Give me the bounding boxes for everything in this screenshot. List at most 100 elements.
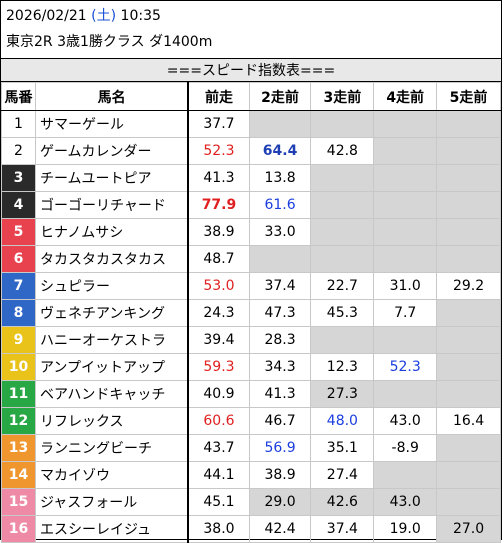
horse-number: 11 (1, 380, 36, 408)
speed-index-cell: 64.4 (248, 137, 312, 165)
horse-name: ハニーオーケストラ (34, 326, 190, 354)
horse-name: ベアハンドキャッチ (34, 380, 190, 408)
speed-index-cell (373, 110, 438, 138)
table-row: 2 ゲームカレンダー 52.3 64.4 42.8 (1, 137, 501, 165)
table-row: 9 ハニーオーケストラ 39.4 28.3 (1, 326, 501, 354)
speed-index-cell: 37.7 (187, 110, 250, 138)
speed-index-cell: 53.0 (187, 272, 250, 300)
speed-index-cell: 43.7 (187, 434, 250, 462)
speed-index-cell: -8.9 (373, 434, 438, 462)
speed-index-cell: 13.8 (248, 164, 312, 192)
speed-index-cell (436, 110, 501, 138)
table-row: 12 リフレックス 60.6 46.7 48.0 43.0 16.4 (1, 407, 501, 435)
speed-index-cell (436, 326, 501, 354)
col-header-2-races-ago: 2走前 (248, 82, 312, 111)
table-row: 4 ゴーゴーリチャード 77.9 61.6 (1, 191, 501, 219)
horse-number: 3 (1, 164, 36, 192)
speed-index-cell: 12.3 (310, 353, 375, 381)
speed-index-cell (373, 461, 438, 489)
day-of-week: (土) (91, 8, 117, 24)
horse-number: 8 (1, 299, 36, 327)
speed-index-cell: 61.6 (248, 191, 312, 219)
speed-index-cell: 43.0 (373, 488, 438, 516)
horse-name: タカスタカスタカス (34, 245, 190, 273)
col-header-4-races-ago: 4走前 (373, 82, 438, 111)
speed-index-cell: 41.3 (187, 164, 250, 192)
race-info: 東京2R 3歳1勝クラス ダ1400m (6, 34, 213, 50)
speed-index-cell: 38.0 (187, 515, 250, 543)
table-row: 5 ヒナノムサシ 38.9 33.0 (1, 218, 501, 246)
speed-index-cell: 27.0 (436, 515, 501, 543)
speed-index-cell (436, 245, 501, 273)
speed-index-cell (373, 326, 438, 354)
table-row: 3 チームユートピア 41.3 13.8 (1, 164, 501, 192)
horse-number: 13 (1, 434, 36, 462)
speed-index-cell (248, 110, 312, 138)
speed-index-cell (373, 191, 438, 219)
speed-index-cell (436, 218, 501, 246)
horse-number: 14 (1, 461, 36, 489)
horse-name: シュピラー (34, 272, 190, 300)
table-row: 1 サマーゲール 37.7 (1, 110, 501, 138)
speed-index-cell (436, 461, 501, 489)
speed-index-cell: 37.4 (248, 272, 312, 300)
speed-index-cell: 43.0 (373, 407, 438, 435)
horse-name: サマーゲール (34, 110, 190, 138)
speed-index-cell: 48.7 (187, 245, 250, 273)
table-row: 11 ベアハンドキャッチ 40.9 41.3 27.3 (1, 380, 501, 408)
speed-index-cell (248, 245, 312, 273)
speed-index-cell: 31.0 (373, 272, 438, 300)
speed-index-cell (310, 245, 375, 273)
speed-index-cell (310, 218, 375, 246)
table-row: 13 ランニングビーチ 43.7 56.9 35.1 -8.9 (1, 434, 501, 462)
horse-name: ヒナノムサシ (34, 218, 190, 246)
horse-number: 16 (1, 515, 36, 543)
speed-index-cell: 29.0 (248, 488, 312, 516)
speed-index-cell: 60.6 (187, 407, 250, 435)
horse-number: 5 (1, 218, 36, 246)
speed-index-cell (436, 380, 501, 408)
table-row: 15 ジャスフォール 45.1 29.0 42.6 43.0 (1, 488, 501, 516)
speed-index-cell (310, 326, 375, 354)
speed-index-cell (373, 380, 438, 408)
horse-number: 1 (1, 110, 36, 138)
horse-name: ゲームカレンダー (34, 137, 190, 165)
speed-index-cell: 41.3 (248, 380, 312, 408)
speed-index-cell: 59.3 (187, 353, 250, 381)
speed-index-cell: 27.4 (310, 461, 375, 489)
race-datetime: 2026/02/21 (土) 10:35 (6, 7, 161, 25)
speed-index-cell: 45.1 (187, 488, 250, 516)
horse-name: ヴェネチアンキング (34, 299, 190, 327)
horse-number: 15 (1, 488, 36, 516)
col-header-horse-name: 馬名 (34, 82, 190, 111)
speed-index-cell: 27.3 (310, 380, 375, 408)
speed-index-cell: 28.3 (248, 326, 312, 354)
speed-index-cell: 24.3 (187, 299, 250, 327)
speed-index-cell: 37.4 (310, 515, 375, 543)
col-header-3-races-ago: 3走前 (310, 82, 375, 111)
speed-index-cell: 52.3 (187, 137, 250, 165)
table-row: 6 タカスタカスタカス 48.7 (1, 245, 501, 273)
race-time: 10:35 (120, 8, 161, 24)
speed-index-cell: 38.9 (248, 461, 312, 489)
speed-index-cell (310, 191, 375, 219)
speed-index-cell: 33.0 (248, 218, 312, 246)
horse-name: アンプイットアップ (34, 353, 190, 381)
race-date: 2026/02/21 (6, 8, 87, 24)
speed-index-cell: 42.8 (310, 137, 375, 165)
speed-index-cell: 29.2 (436, 272, 501, 300)
speed-index-cell: 34.3 (248, 353, 312, 381)
speed-index-cell (436, 353, 501, 381)
col-header-last-race: 前走 (187, 82, 250, 111)
speed-index-cell: 45.3 (310, 299, 375, 327)
horse-name: マカイゾウ (34, 461, 190, 489)
horse-number: 4 (1, 191, 36, 219)
speed-index-cell: 42.6 (310, 488, 375, 516)
horse-number: 2 (1, 137, 36, 165)
header-row: 馬番 馬名 前走 2走前 3走前 4走前 5走前 (1, 82, 501, 111)
speed-index-cell: 48.0 (310, 407, 375, 435)
col-header-5-races-ago: 5走前 (436, 82, 501, 111)
speed-index-cell (373, 164, 438, 192)
horse-number: 7 (1, 272, 36, 300)
